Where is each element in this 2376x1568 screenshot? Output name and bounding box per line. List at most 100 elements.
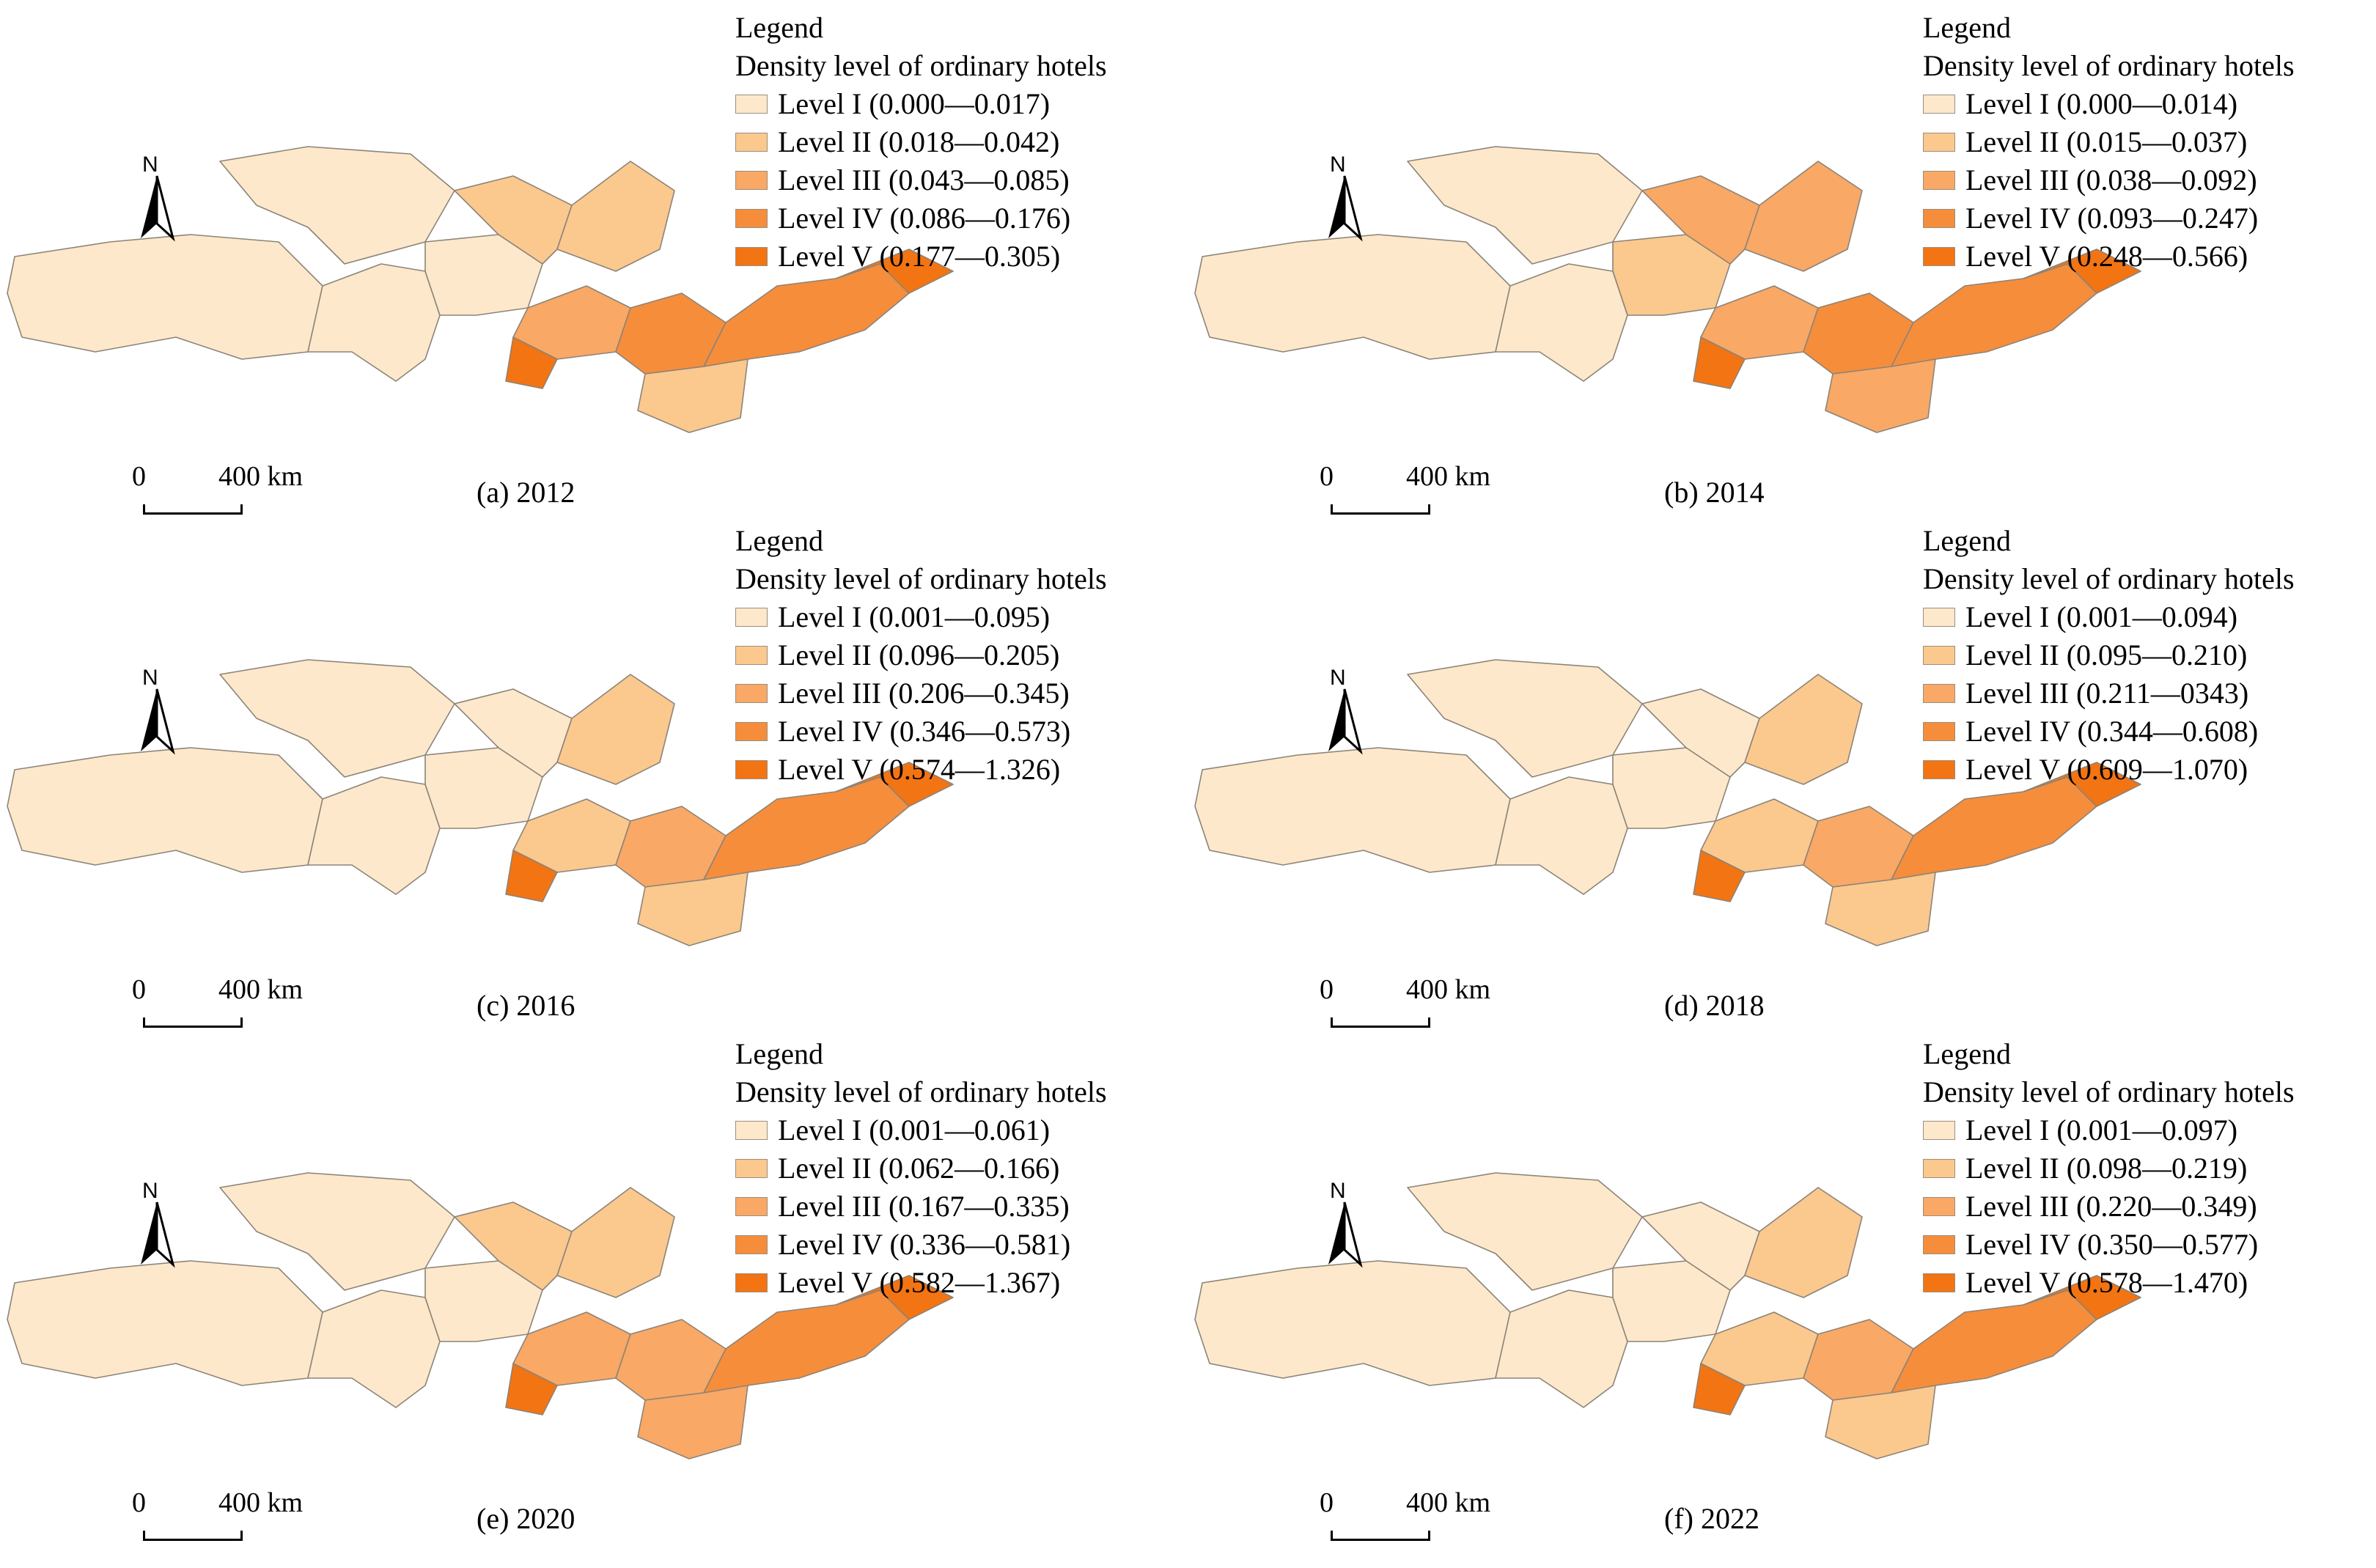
legend-label: Level II (0.095—0.210) <box>1965 638 2248 671</box>
legend-label: Level IV (0.086—0.176) <box>778 202 1071 235</box>
map-region <box>637 872 749 946</box>
map-region <box>307 1289 441 1408</box>
legend-subtitle: Density level of ordinary hotels <box>1923 1075 2295 1108</box>
map-region <box>1194 747 1511 873</box>
panel-caption: (f) 2022 <box>1664 1502 1759 1535</box>
map-region <box>1693 850 1746 902</box>
legend-label: Level V (0.609—1.070) <box>1965 753 2248 786</box>
map-region <box>7 1260 323 1386</box>
scale-start: 0 <box>132 461 146 492</box>
panel-caption: (b) 2014 <box>1664 476 1765 509</box>
legend-swatch <box>735 95 768 114</box>
legend-item: Level IV (0.344—0.608) <box>1923 713 2295 751</box>
legend-title: Legend <box>1923 11 2011 44</box>
map-panel-2: Legend Density level of ordinary hotels … <box>0 513 1188 1028</box>
scale-bar: 0 400 km <box>1320 1487 1496 1545</box>
legend-swatch <box>735 1197 768 1216</box>
scale-start: 0 <box>1320 974 1334 1005</box>
north-arrow-icon <box>141 175 175 242</box>
legend-swatch <box>1923 760 1955 779</box>
legend-swatch <box>735 646 768 665</box>
scale-bar: 0 400 km <box>132 460 308 519</box>
legend-label: Level V (0.177—0.305) <box>778 240 1061 273</box>
map-region <box>703 263 910 367</box>
legend-swatch <box>1923 646 1955 665</box>
legend-item: Level I (0.001—0.095) <box>735 598 1107 636</box>
legend-label: Level IV (0.344—0.608) <box>1965 715 2259 748</box>
legend: Legend Density level of ordinary hotels … <box>735 1035 1107 1302</box>
scale-start: 0 <box>1320 461 1334 492</box>
scale-bar: 0 400 km <box>1320 973 1496 1032</box>
legend-item: Level I (0.001—0.061) <box>735 1111 1107 1149</box>
legend-label: Level I (0.001—0.097) <box>1965 1114 2238 1146</box>
legend-label: Level V (0.248—0.566) <box>1965 240 2248 273</box>
legend-swatch <box>735 608 768 627</box>
north-letter: N <box>142 152 158 177</box>
north-letter: N <box>1330 666 1346 690</box>
legend-subtitle: Density level of ordinary hotels <box>735 49 1107 82</box>
legend-label: Level II (0.018—0.042) <box>778 125 1060 158</box>
scale-start: 0 <box>132 974 146 1005</box>
legend-item: Level I (0.001—0.097) <box>1923 1111 2295 1149</box>
legend-label: Level I (0.001—0.061) <box>778 1114 1051 1146</box>
north-letter: N <box>1330 152 1346 177</box>
legend-label: Level III (0.043—0.085) <box>778 163 1070 196</box>
legend: Legend Density level of ordinary hotels … <box>1923 1035 2295 1302</box>
map-region <box>1744 161 1863 272</box>
map-region <box>505 336 558 389</box>
scale-bar-line <box>143 1531 243 1541</box>
north-letter: N <box>142 666 158 690</box>
legend-item: Level IV (0.336—0.581) <box>735 1226 1107 1264</box>
scale-bar-line <box>143 1017 243 1028</box>
legend-swatch <box>735 722 768 741</box>
scale-distance: 400 km <box>1406 974 1491 1005</box>
legend-swatch <box>1923 684 1955 703</box>
legend-swatch <box>735 1159 768 1178</box>
legend-swatch <box>1923 133 1955 152</box>
scale-distance: 400 km <box>218 461 304 492</box>
legend-swatch <box>735 171 768 190</box>
north-letter: N <box>1330 1179 1346 1203</box>
map-region <box>1744 674 1863 785</box>
scale-bar-line <box>1331 504 1430 515</box>
legend-label: Level II (0.062—0.166) <box>778 1152 1060 1185</box>
north-arrow-icon <box>141 1201 175 1268</box>
legend-item: Level V (0.578—1.470) <box>1923 1264 2295 1302</box>
map-region <box>1495 263 1628 382</box>
map-region <box>835 1275 954 1320</box>
legend-item: Level II (0.018—0.042) <box>735 123 1107 161</box>
legend-label: Level II (0.015—0.037) <box>1965 125 2248 158</box>
legend-label: Level III (0.211—0343) <box>1965 677 2249 710</box>
scale-bar-line <box>1331 1017 1430 1028</box>
map-region <box>1825 358 1936 433</box>
legend-label: Level III (0.206—0.345) <box>778 677 1070 710</box>
map-region <box>307 776 441 895</box>
legend-label: Level V (0.578—1.470) <box>1965 1266 2248 1299</box>
legend-swatch <box>1923 95 1955 114</box>
legend-swatch <box>1923 171 1955 190</box>
scale-bar: 0 400 km <box>1320 460 1496 519</box>
legend-subtitle: Density level of ordinary hotels <box>1923 562 2295 595</box>
map-region <box>703 776 910 880</box>
map-region <box>1693 1363 1746 1416</box>
legend-item: Level III (0.043—0.085) <box>735 161 1107 199</box>
legend-label: Level III (0.038—0.092) <box>1965 163 2257 196</box>
north-arrow-icon <box>1328 175 1363 242</box>
legend-title: Legend <box>735 11 823 44</box>
legend-swatch <box>735 760 768 779</box>
scale-distance: 400 km <box>218 974 304 1005</box>
legend-item: Level V (0.248—0.566) <box>1923 238 2295 276</box>
legend-title: Legend <box>735 524 823 557</box>
legend-swatch <box>735 133 768 152</box>
legend-subtitle: Density level of ordinary hotels <box>735 1075 1107 1108</box>
legend-label: Level IV (0.093—0.247) <box>1965 202 2259 235</box>
map-region <box>703 1289 910 1394</box>
map-region <box>1693 336 1746 389</box>
north-letter: N <box>142 1179 158 1203</box>
map-region <box>1495 1289 1628 1408</box>
legend-title: Legend <box>1923 1037 2011 1070</box>
map-region <box>1891 263 2097 367</box>
map-region <box>7 234 323 360</box>
legend-swatch <box>1923 1273 1955 1292</box>
region-map <box>1194 659 2141 946</box>
